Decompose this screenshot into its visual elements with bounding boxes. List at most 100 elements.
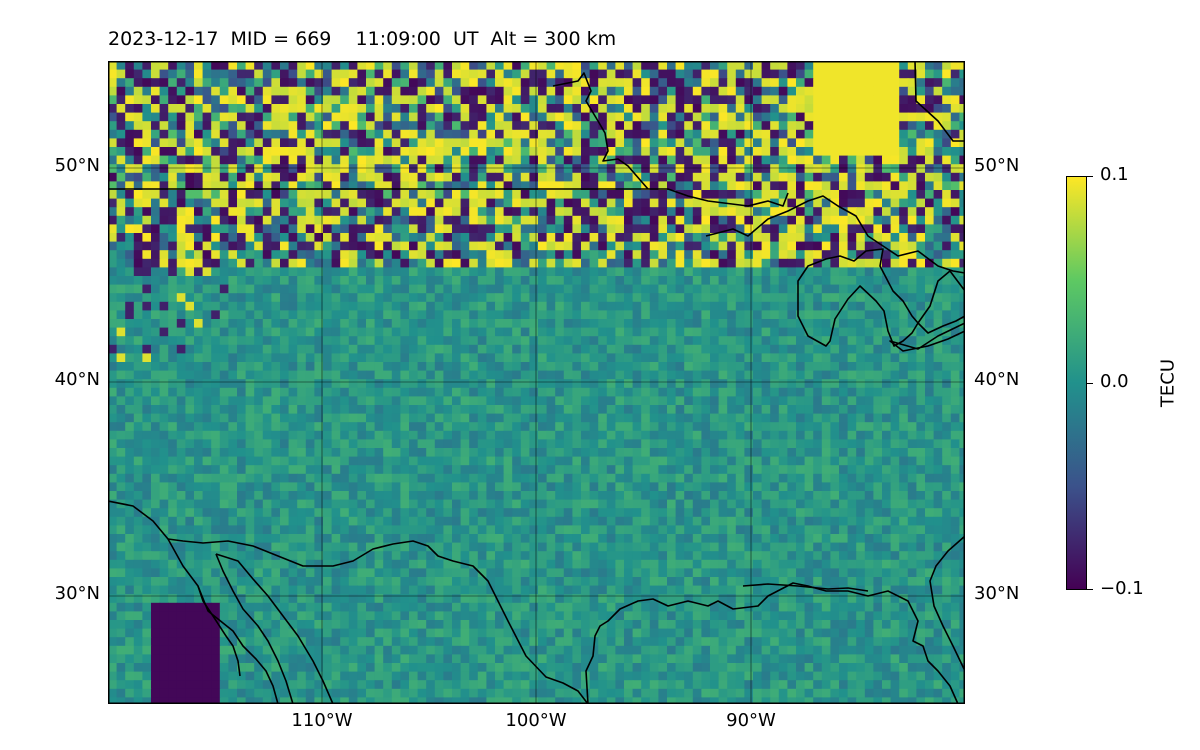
tec-cell	[426, 147, 436, 157]
tec-cell	[314, 310, 324, 320]
tec-cell	[667, 353, 677, 363]
tec-cell	[899, 362, 909, 372]
tec-cell	[667, 396, 677, 406]
tec-cell	[890, 473, 900, 483]
tec-cell	[512, 190, 522, 200]
tec-cell	[245, 198, 255, 208]
tec-cell	[916, 353, 926, 363]
tec-cell	[744, 86, 754, 96]
tec-cell	[340, 164, 350, 174]
tec-cell	[460, 86, 470, 96]
tec-cell	[899, 61, 909, 71]
tec-cell	[391, 215, 401, 225]
tec-cell	[168, 301, 178, 311]
tec-cell	[133, 190, 143, 200]
tec-cell	[727, 121, 737, 131]
tec-cell	[907, 319, 917, 329]
tec-cell	[856, 413, 866, 423]
tec-heatmap-cells	[108, 61, 965, 704]
tec-cell	[340, 413, 350, 423]
tec-cell	[280, 456, 290, 466]
tec-cell	[211, 327, 221, 337]
tec-cell	[366, 61, 376, 71]
tec-cell	[882, 293, 892, 303]
tec-cell	[340, 276, 350, 286]
tec-cell	[546, 198, 556, 208]
tec-cell	[753, 241, 763, 251]
tec-cell	[391, 448, 401, 458]
tec-cell	[538, 164, 548, 174]
tec-cell	[280, 430, 290, 440]
tec-cell	[649, 344, 659, 354]
tec-cell	[692, 104, 702, 114]
tec-cell	[142, 448, 152, 458]
tec-cell	[495, 370, 505, 380]
tec-cell	[546, 258, 556, 268]
tec-cell	[443, 104, 453, 114]
tec-cell	[916, 293, 926, 303]
tec-cell	[469, 121, 479, 131]
tec-cell	[916, 233, 926, 243]
tec-cell	[864, 387, 874, 397]
tec-cell	[443, 422, 453, 432]
tec-cell	[486, 439, 496, 449]
tec-cell	[409, 276, 419, 286]
tec-cell	[116, 233, 126, 243]
tec-cell	[813, 370, 823, 380]
tec-cell	[847, 387, 857, 397]
tec-cell	[219, 405, 229, 415]
tec-cell	[761, 250, 771, 260]
tec-cell	[589, 215, 599, 225]
tec-cell	[237, 155, 247, 165]
tec-cell	[735, 86, 745, 96]
tec-cell	[529, 344, 539, 354]
tec-cell	[176, 430, 186, 440]
tec-cell	[443, 327, 453, 337]
tec-cell	[555, 190, 565, 200]
tec-cell	[348, 439, 358, 449]
tec-cell	[512, 448, 522, 458]
tec-cell	[718, 181, 728, 191]
tec-cell	[211, 224, 221, 234]
tec-cell	[460, 241, 470, 251]
tec-cell	[477, 284, 487, 294]
tec-cell	[391, 155, 401, 165]
tec-cell	[753, 465, 763, 475]
tec-cell	[383, 267, 393, 277]
tec-cell	[477, 422, 487, 432]
tec-cell	[890, 155, 900, 165]
tec-cell	[133, 164, 143, 174]
tec-cell	[856, 155, 866, 165]
tec-cell	[598, 69, 608, 79]
tec-cell	[529, 241, 539, 251]
tec-cell	[417, 147, 427, 157]
tec-cell	[933, 78, 943, 88]
tec-cell	[538, 439, 548, 449]
tec-map[interactable]	[108, 61, 965, 704]
tec-cell	[546, 78, 556, 88]
tec-cell	[477, 379, 487, 389]
tec-cell	[142, 301, 152, 311]
tec-cell	[108, 405, 118, 415]
tec-cell	[942, 241, 952, 251]
tec-cell	[804, 353, 814, 363]
tec-cell	[830, 112, 840, 122]
tec-cell	[907, 465, 917, 475]
tec-cell	[649, 276, 659, 286]
tec-cell	[735, 69, 745, 79]
tec-cell	[632, 112, 642, 122]
tec-cell	[452, 293, 462, 303]
tec-cell	[813, 310, 823, 320]
tec-cell	[933, 172, 943, 182]
tec-cell	[374, 327, 384, 337]
tec-cell	[830, 241, 840, 251]
tec-cell	[331, 293, 341, 303]
tec-cell	[168, 353, 178, 363]
tec-cell	[890, 258, 900, 268]
tec-cell	[538, 336, 548, 346]
tec-cell	[237, 250, 247, 260]
tec-cell	[624, 155, 634, 165]
tec-cell	[933, 353, 943, 363]
tec-cell	[185, 112, 195, 122]
tec-cell	[262, 344, 272, 354]
